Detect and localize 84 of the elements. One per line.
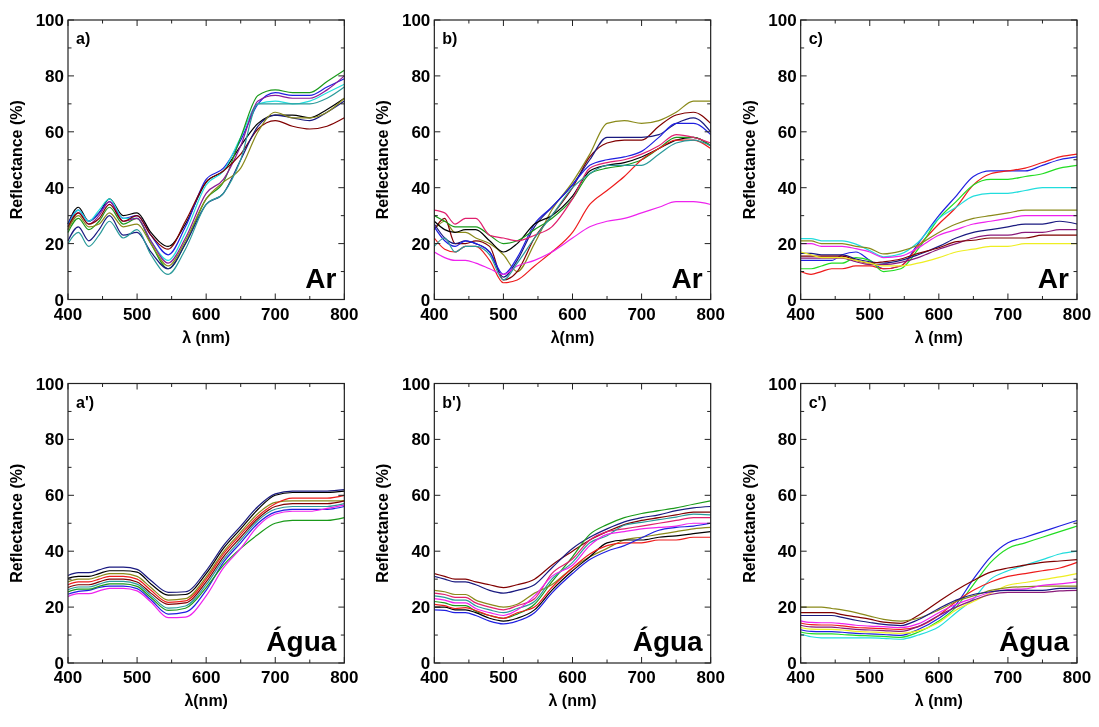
x-tick-label: 800: [330, 668, 359, 687]
x-tick-label: 500: [489, 668, 518, 687]
x-axis-title: λ (nm): [548, 692, 597, 709]
y-axis-title: Reflectance (%): [740, 463, 758, 583]
x-tick-label: 400: [420, 668, 449, 687]
x-tick-label: 800: [696, 668, 725, 687]
annotation: c): [808, 30, 823, 47]
y-tick-label: 100: [768, 374, 797, 394]
x-tick-label: 600: [191, 668, 221, 687]
y-tick-label: 80: [777, 66, 797, 86]
y-tick-label: 60: [777, 122, 797, 142]
x-tick-label: 600: [558, 304, 587, 324]
y-tick-label: 80: [411, 430, 431, 450]
x-tick-label: 500: [122, 304, 152, 324]
y-tick-label: 20: [45, 234, 64, 254]
x-tick-label: 400: [53, 668, 83, 687]
y-axis-title: Reflectance (%): [8, 100, 25, 220]
x-tick-label: 700: [627, 668, 656, 687]
y-axis-title: Reflectance (%): [374, 463, 392, 583]
y-tick-label: 100: [35, 374, 64, 394]
y-axis-title: Reflectance (%): [374, 100, 392, 220]
x-tick-label: 700: [627, 304, 656, 324]
y-tick-label: 60: [45, 486, 64, 506]
x-axis-title: λ (nm): [914, 328, 963, 346]
annotation: b): [442, 30, 458, 47]
y-tick-label: 100: [401, 374, 431, 394]
x-axis-title: λ(nm): [184, 692, 228, 709]
y-tick-label: 40: [777, 178, 797, 198]
y-tick-label: 100: [401, 11, 431, 30]
y-tick-label: 60: [411, 486, 431, 506]
y-tick-label: 60: [45, 122, 64, 142]
annotation: b'): [442, 393, 462, 411]
y-tick-label: 100: [768, 11, 797, 30]
annotation: Água: [999, 626, 1070, 657]
y-tick-label: 40: [411, 542, 431, 562]
y-axis-title: Reflectance (%): [740, 100, 758, 220]
annotation: Água: [632, 626, 704, 657]
x-tick-label: 600: [558, 668, 587, 687]
y-tick-label: 80: [411, 66, 431, 86]
x-axis-title: λ (nm): [914, 692, 963, 709]
y-tick-label: 60: [777, 486, 797, 506]
x-axis-title: λ (nm): [182, 328, 231, 346]
annotation: Água: [266, 626, 337, 657]
x-tick-label: 600: [924, 304, 954, 324]
annotation: Ar: [1037, 262, 1070, 294]
x-tick-label: 800: [696, 304, 725, 324]
y-tick-label: 20: [777, 598, 797, 618]
annotation: c'): [808, 393, 827, 411]
x-tick-label: 500: [855, 668, 884, 687]
x-tick-label: 500: [122, 668, 152, 687]
x-tick-label: 700: [261, 668, 290, 687]
x-axis-title: λ(nm): [550, 328, 595, 346]
x-tick-label: 800: [330, 304, 359, 324]
x-tick-label: 800: [1062, 668, 1092, 687]
annotation: Ar: [671, 262, 703, 294]
x-tick-label: 700: [261, 304, 290, 324]
y-tick-label: 80: [777, 430, 797, 450]
annotation: a'): [76, 393, 95, 411]
y-tick-label: 20: [411, 598, 431, 618]
x-tick-label: 700: [993, 304, 1023, 324]
y-tick-label: 80: [45, 66, 64, 86]
line-series: [433, 500, 712, 619]
x-tick-label: 500: [489, 304, 518, 324]
x-tick-label: 600: [924, 668, 954, 687]
x-tick-label: 800: [1062, 304, 1092, 324]
y-tick-label: 40: [411, 178, 431, 198]
x-tick-label: 600: [191, 304, 221, 324]
annotation: Ar: [305, 262, 337, 294]
line-series: [800, 209, 1078, 255]
y-axis-title: Reflectance (%): [8, 463, 25, 583]
y-tick-label: 60: [411, 122, 431, 142]
y-tick-label: 40: [45, 178, 64, 198]
y-tick-label: 40: [777, 542, 797, 562]
y-tick-label: 20: [411, 234, 431, 254]
x-tick-label: 700: [993, 668, 1023, 687]
y-tick-label: 100: [35, 11, 64, 30]
y-tick-label: 80: [45, 430, 64, 450]
y-tick-label: 40: [45, 542, 64, 562]
x-tick-label: 400: [786, 668, 815, 687]
x-tick-label: 500: [855, 304, 884, 324]
y-tick-label: 20: [777, 234, 797, 254]
annotation: a): [76, 30, 91, 47]
line-series: [67, 117, 345, 250]
y-tick-label: 20: [45, 598, 64, 618]
